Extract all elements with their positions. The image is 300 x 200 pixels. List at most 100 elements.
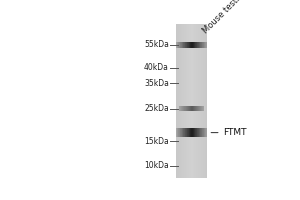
Bar bbox=[181, 128, 182, 137]
Bar bbox=[204, 128, 205, 137]
Bar bbox=[199, 42, 200, 48]
Bar bbox=[196, 24, 197, 178]
Bar bbox=[198, 24, 199, 178]
Bar bbox=[198, 128, 199, 137]
Bar bbox=[181, 42, 182, 48]
Bar bbox=[192, 128, 193, 137]
Bar bbox=[187, 24, 188, 178]
Bar bbox=[191, 128, 192, 137]
Bar bbox=[187, 106, 188, 111]
Bar bbox=[185, 106, 186, 111]
Bar bbox=[202, 128, 203, 137]
Bar bbox=[176, 42, 177, 48]
Bar bbox=[197, 106, 198, 111]
Bar bbox=[179, 42, 180, 48]
Bar bbox=[195, 24, 196, 178]
Bar bbox=[197, 42, 198, 48]
Bar bbox=[195, 128, 196, 137]
Bar bbox=[190, 128, 191, 137]
Bar bbox=[182, 24, 183, 178]
Bar bbox=[193, 42, 194, 48]
Bar bbox=[206, 128, 207, 137]
Bar bbox=[201, 24, 202, 178]
Bar bbox=[194, 24, 195, 178]
Bar bbox=[199, 106, 200, 111]
Bar bbox=[179, 106, 180, 111]
Bar bbox=[177, 24, 178, 178]
Bar bbox=[181, 106, 182, 111]
Text: FTMT: FTMT bbox=[211, 128, 247, 137]
Bar bbox=[180, 24, 181, 178]
Bar bbox=[202, 24, 203, 178]
Bar bbox=[204, 42, 205, 48]
Bar bbox=[203, 128, 204, 137]
Bar bbox=[186, 106, 187, 111]
Text: 40kDa: 40kDa bbox=[144, 63, 169, 72]
Bar bbox=[182, 106, 183, 111]
Bar bbox=[183, 106, 184, 111]
Bar bbox=[184, 128, 185, 137]
Bar bbox=[180, 106, 181, 111]
Text: 55kDa: 55kDa bbox=[144, 40, 169, 49]
Bar bbox=[191, 24, 192, 178]
Bar bbox=[189, 106, 190, 111]
Bar bbox=[188, 128, 189, 137]
Bar bbox=[193, 128, 194, 137]
Text: 10kDa: 10kDa bbox=[144, 161, 169, 170]
Bar bbox=[183, 42, 184, 48]
Bar bbox=[192, 42, 193, 48]
Bar bbox=[177, 128, 178, 137]
Bar bbox=[190, 24, 191, 178]
Bar bbox=[194, 106, 195, 111]
Bar bbox=[178, 128, 179, 137]
Bar bbox=[206, 42, 207, 48]
Bar bbox=[186, 128, 187, 137]
Bar bbox=[203, 42, 204, 48]
Text: Mouse testis: Mouse testis bbox=[201, 0, 245, 35]
Bar bbox=[202, 24, 203, 178]
Bar bbox=[198, 106, 199, 111]
Bar bbox=[196, 24, 197, 178]
Bar bbox=[188, 42, 189, 48]
Bar bbox=[199, 24, 200, 178]
Bar bbox=[180, 42, 181, 48]
Bar bbox=[189, 128, 190, 137]
Bar bbox=[200, 42, 201, 48]
Bar bbox=[178, 42, 179, 48]
Bar bbox=[198, 42, 199, 48]
Bar bbox=[187, 128, 188, 137]
Bar bbox=[203, 106, 204, 111]
Bar bbox=[176, 128, 177, 137]
Bar bbox=[195, 106, 196, 111]
Text: 25kDa: 25kDa bbox=[144, 104, 169, 113]
Bar bbox=[184, 106, 185, 111]
Bar bbox=[200, 106, 201, 111]
Bar bbox=[195, 42, 196, 48]
Bar bbox=[189, 24, 190, 178]
Bar bbox=[192, 106, 193, 111]
Bar bbox=[196, 106, 197, 111]
Bar bbox=[205, 24, 206, 178]
Bar bbox=[196, 128, 197, 137]
Bar bbox=[183, 128, 184, 137]
Bar bbox=[200, 128, 201, 137]
Bar bbox=[194, 42, 195, 48]
Bar bbox=[203, 24, 204, 178]
Bar bbox=[206, 24, 207, 178]
Bar bbox=[193, 24, 194, 178]
Bar bbox=[200, 24, 201, 178]
Bar bbox=[194, 128, 195, 137]
Bar bbox=[201, 128, 202, 137]
Bar bbox=[187, 42, 188, 48]
Bar bbox=[205, 128, 206, 137]
Bar bbox=[185, 128, 186, 137]
Bar bbox=[186, 42, 187, 48]
Bar bbox=[183, 24, 184, 178]
Bar bbox=[188, 106, 189, 111]
Bar bbox=[189, 42, 190, 48]
Bar bbox=[184, 24, 185, 178]
Bar bbox=[204, 24, 205, 178]
Bar bbox=[180, 128, 181, 137]
Bar bbox=[178, 24, 179, 178]
Bar bbox=[185, 24, 186, 178]
